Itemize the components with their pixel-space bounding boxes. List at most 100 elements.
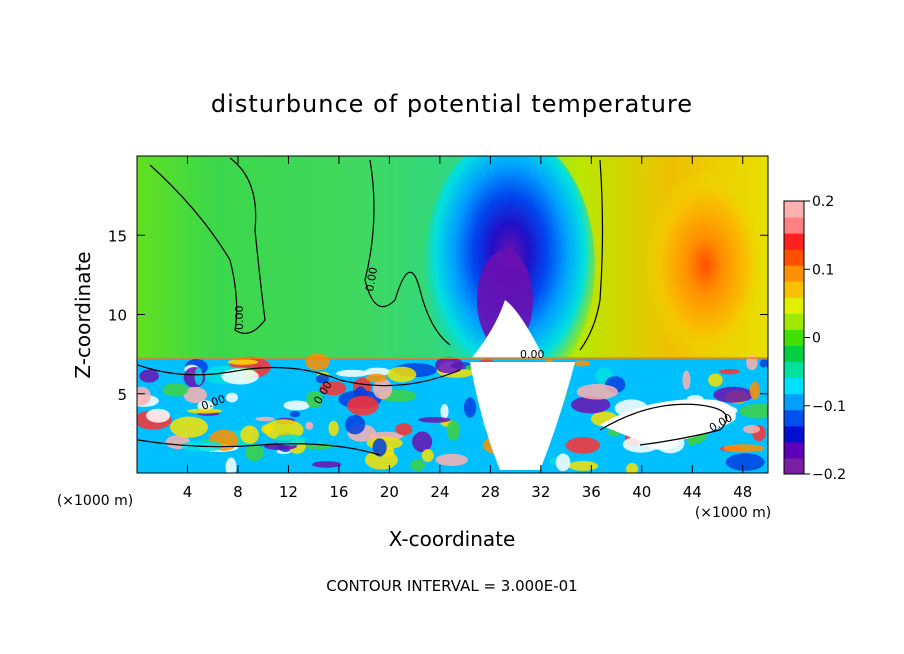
turbulent-cell bbox=[626, 462, 639, 473]
turbulent-cell bbox=[387, 366, 417, 383]
turbulent-cell bbox=[435, 453, 468, 467]
y-axis-ticks: 5 10 15 bbox=[108, 227, 768, 404]
turbulent-cell bbox=[725, 453, 765, 471]
x-tick-label: 48 bbox=[733, 483, 752, 501]
colorbar-swatch bbox=[784, 233, 804, 250]
turbulent-cell bbox=[240, 425, 259, 444]
turbulent-cell bbox=[364, 367, 391, 376]
turbulent-cell bbox=[328, 420, 339, 437]
x-tick-label: 28 bbox=[481, 483, 500, 501]
turbulent-cell bbox=[365, 373, 387, 383]
colorbar-swatch bbox=[784, 265, 804, 282]
x-unit-label-right: (×1000 m) bbox=[695, 505, 771, 521]
x-tick-label: 20 bbox=[380, 483, 399, 501]
turbulent-cell bbox=[576, 384, 619, 400]
turbulent-cell bbox=[739, 403, 768, 419]
turbulent-cell bbox=[255, 416, 275, 422]
turbulent-cell bbox=[570, 396, 611, 414]
y-tick-label: 15 bbox=[108, 227, 127, 245]
x-axis-label: X-coordinate bbox=[389, 527, 516, 551]
x-tick-label: 16 bbox=[329, 483, 348, 501]
turbulent-cell bbox=[446, 420, 460, 441]
x-axis-ticks: 4 8 12 16 20 24 28 32 36 40 44 48 bbox=[183, 156, 752, 501]
turbulent-cell bbox=[743, 425, 760, 434]
colorbar bbox=[784, 201, 804, 475]
turbulent-cell bbox=[305, 421, 314, 430]
turbulent-cell bbox=[463, 397, 477, 418]
contour-lines bbox=[137, 157, 728, 456]
turbulent-cell bbox=[565, 437, 601, 454]
colorbar-swatch bbox=[784, 297, 804, 314]
turbulent-cell bbox=[261, 424, 274, 434]
turbulent-cell bbox=[555, 453, 571, 472]
contour-interval-note: CONTOUR INTERVAL = 3.000E-01 bbox=[326, 577, 577, 595]
colorbar-swatch bbox=[784, 217, 804, 234]
turbulent-cell bbox=[289, 411, 301, 418]
turbulent-cell bbox=[395, 423, 413, 436]
turbulent-cell bbox=[139, 369, 159, 383]
turbulent-cell bbox=[186, 408, 223, 414]
boundary-layer-structures bbox=[137, 353, 768, 473]
turbulent-cell bbox=[722, 444, 765, 453]
turbulent-cell bbox=[749, 381, 760, 400]
colorbar-tick-label: 0.2 bbox=[812, 194, 834, 210]
contour-label: 0.00 bbox=[520, 348, 545, 361]
colorbar-tick-label: −0.1 bbox=[812, 399, 846, 415]
turbulent-cell bbox=[713, 386, 754, 403]
turbulent-cell bbox=[410, 459, 426, 471]
turbulent-cell bbox=[315, 374, 329, 384]
x-tick-label: 44 bbox=[683, 483, 702, 501]
plot-area bbox=[137, 156, 768, 473]
colorbar-tick-label: 0.1 bbox=[812, 262, 834, 278]
turbulent-cell bbox=[146, 408, 171, 423]
turbulent-cell bbox=[305, 353, 330, 371]
turbulent-cell bbox=[746, 354, 758, 371]
colorbar-swatch bbox=[784, 377, 804, 395]
turbulent-cell bbox=[336, 369, 369, 377]
turbulent-cell bbox=[372, 438, 387, 457]
turbulent-cell bbox=[421, 449, 434, 462]
turbulent-cell bbox=[137, 386, 151, 406]
chart-title: disturbunce of potential temperature bbox=[211, 90, 693, 118]
contour-label: 0.00 bbox=[363, 266, 380, 292]
x-tick-label: 36 bbox=[582, 483, 601, 501]
colorbar-swatch bbox=[784, 345, 804, 363]
turbulent-cell bbox=[719, 368, 740, 375]
colorbar-swatch bbox=[784, 409, 804, 427]
colorbar-swatch bbox=[784, 441, 804, 459]
colorbar-swatch bbox=[784, 313, 804, 330]
x-tick-label: 12 bbox=[279, 483, 298, 501]
colorbar-swatch bbox=[784, 201, 804, 218]
x-tick-label: 40 bbox=[632, 483, 651, 501]
turbulent-cell bbox=[682, 370, 691, 390]
turbulent-cell bbox=[225, 392, 238, 403]
turbulent-cell bbox=[573, 360, 591, 367]
y-axis-label: Z-coordinate bbox=[71, 251, 95, 378]
contour-label: 0.00 bbox=[233, 306, 246, 331]
x-tick-label: 24 bbox=[430, 483, 449, 501]
colorbar-swatch bbox=[784, 361, 804, 379]
turbulent-cell bbox=[312, 461, 342, 468]
turbulent-cell bbox=[435, 356, 464, 374]
turbulent-cell bbox=[221, 368, 259, 385]
turbulent-cell bbox=[418, 416, 451, 423]
warm-pocket bbox=[600, 399, 736, 445]
y-tick-label: 5 bbox=[117, 386, 127, 404]
turbulent-cell bbox=[227, 359, 259, 365]
turbulent-cell bbox=[274, 434, 306, 446]
turbulent-cell bbox=[364, 450, 398, 470]
colorbar-tick-label: 0 bbox=[812, 331, 821, 347]
colorbar-ticks: 0.2 0.1 0 −0.1 −0.2 bbox=[804, 194, 846, 483]
turbulent-cell bbox=[169, 416, 209, 438]
turbulent-cell bbox=[412, 431, 433, 453]
colorbar-swatch bbox=[784, 393, 804, 411]
turbulent-cell bbox=[440, 403, 449, 420]
thermal-plume bbox=[470, 362, 575, 470]
turbulent-cell bbox=[162, 382, 189, 397]
colorbar-swatch bbox=[784, 329, 804, 347]
turbulent-cell bbox=[306, 390, 323, 408]
turbulent-cell bbox=[344, 414, 366, 435]
colorbar-swatch bbox=[784, 249, 804, 266]
turbulent-cell bbox=[319, 381, 347, 396]
